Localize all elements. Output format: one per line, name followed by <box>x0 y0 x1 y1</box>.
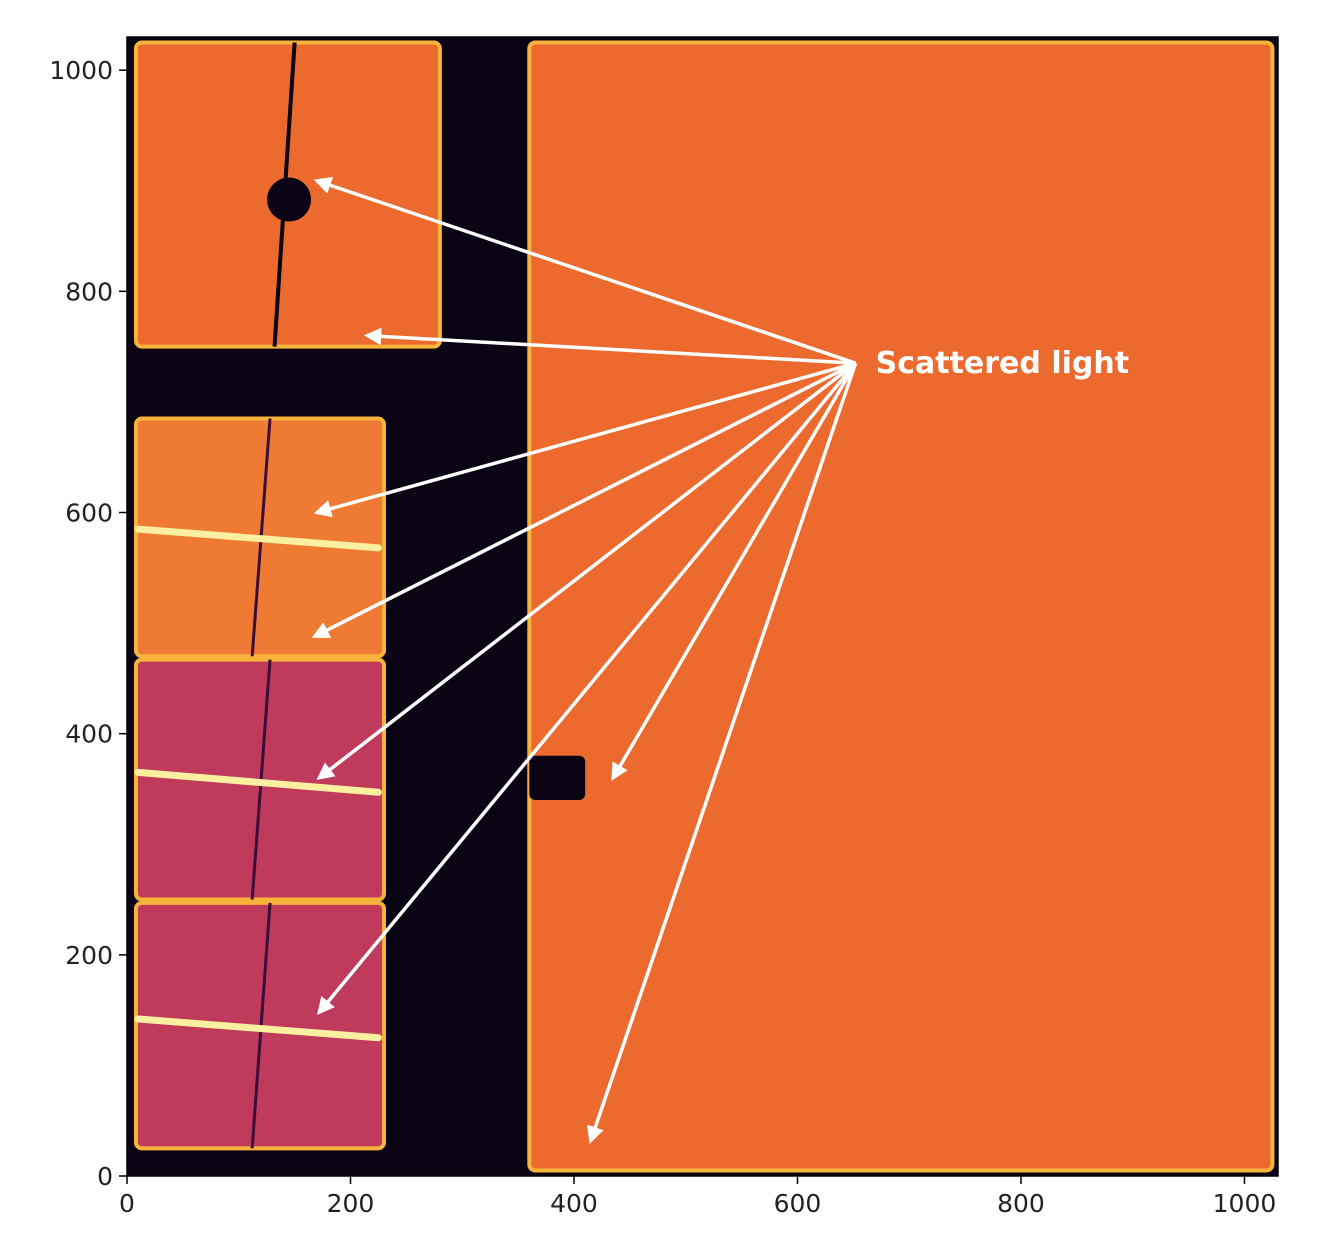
annotation-arrow <box>311 361 857 638</box>
y-tick-label: 800 <box>65 277 113 306</box>
scattered-light-annotation: Scattered light <box>311 176 1129 1144</box>
saturated-streak <box>134 768 382 796</box>
saturated-streak <box>134 525 382 552</box>
y-tick-label: 0 <box>97 1162 113 1191</box>
axes-frame <box>126 36 1279 1177</box>
x-tick-label: 800 <box>997 1189 1045 1218</box>
dark-spot <box>267 177 312 222</box>
y-tick-label: 400 <box>65 720 113 749</box>
annotation-arrow <box>313 176 857 365</box>
x-tick-label: 400 <box>550 1189 598 1218</box>
y-tick-label: 600 <box>65 499 113 528</box>
annotation-arrow <box>611 362 858 781</box>
x-tick-label: 200 <box>327 1189 375 1218</box>
detector-image <box>127 37 1278 1176</box>
x-tick-label: 1000 <box>1213 1189 1277 1218</box>
saturated-streak <box>134 1015 382 1042</box>
annotation-arrow <box>313 361 857 518</box>
y-tick-label: 1000 <box>49 56 113 85</box>
annotation-arrow <box>586 362 858 1144</box>
annotation-arrow <box>363 327 856 365</box>
x-tick-label: 0 <box>119 1189 135 1218</box>
annotation-arrow <box>316 361 857 781</box>
axes: 0 200 400 600 800 1000 0 200 400 600 800 1000 <box>49 36 1279 1218</box>
x-tick-label: 600 <box>774 1189 822 1218</box>
bottom-right-notch <box>529 755 586 801</box>
annotation-arrow <box>316 362 857 1016</box>
right-detector <box>527 40 1275 1173</box>
y-tick-label: 200 <box>65 941 113 970</box>
annotation-label: Scattered light <box>876 346 1129 381</box>
